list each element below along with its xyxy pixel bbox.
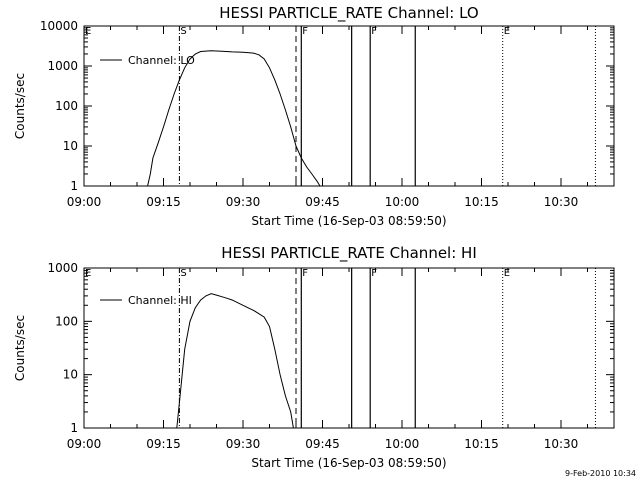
series-line	[176, 293, 294, 429]
y-axis-label: Counts/sec	[13, 315, 27, 381]
x-tick-label: 09:45	[305, 195, 340, 209]
x-tick-label: 09:00	[67, 437, 102, 451]
event-marker-label: F	[371, 26, 377, 37]
y-tick-label: 10000	[40, 19, 78, 33]
event-marker-label: F	[302, 26, 308, 37]
x-tick-label: 10:00	[385, 195, 420, 209]
event-marker-label: F	[302, 268, 308, 279]
corner-marker-label: E	[85, 26, 91, 37]
panel-hi: HESSI PARTICLE_RATE Channel: HI 09:00 09:1…	[13, 244, 615, 470]
y-tick-label: 1	[70, 421, 78, 435]
chart-title: HESSI PARTICLE_RATE Channel: LO	[219, 4, 478, 23]
y-tick-label: 1000	[47, 59, 78, 73]
x-tick-label: 09:15	[146, 195, 181, 209]
x-tick-label: 10:30	[544, 437, 579, 451]
y-axis-label: Counts/sec	[13, 73, 27, 139]
x-tick-label: 10:15	[464, 437, 499, 451]
y-tick-label: 100	[55, 99, 78, 113]
y-tick-label: 10	[63, 139, 78, 153]
y-tick-label: 1	[70, 179, 78, 193]
event-marker-label: E	[504, 26, 510, 37]
event-marker-label: S	[180, 268, 186, 279]
plot-frame	[83, 25, 615, 187]
y-tick-label: 100	[55, 314, 78, 328]
x-tick-label: 09:30	[226, 195, 261, 209]
event-marker-label: S	[180, 26, 186, 37]
x-tick-label: 10:15	[464, 195, 499, 209]
x-tick-label: 09:45	[305, 437, 340, 451]
x-tick-label: 09:00	[67, 195, 102, 209]
y-tick-label: 10	[63, 368, 78, 382]
event-marker-label: E	[504, 268, 510, 279]
legend-label: Channel: HI	[128, 294, 192, 307]
x-tick-label: 10:30	[544, 195, 579, 209]
corner-marker-label: E	[85, 268, 91, 279]
x-tick-label: 09:30	[226, 437, 261, 451]
chart-title: HESSI PARTICLE_RATE Channel: HI	[221, 244, 477, 263]
legend-label: Channel: LO	[128, 54, 195, 67]
event-marker-label: F	[371, 268, 377, 279]
y-tick-label: 1000	[47, 261, 78, 275]
x-axis-label: Start Time (16-Sep-03 08:59:50)	[251, 456, 446, 470]
date-stamp: 9-Feb-2010 10:34	[565, 469, 636, 478]
x-tick-label: 09:15	[146, 437, 181, 451]
x-tick-label: 10:00	[385, 437, 420, 451]
x-axis-label: Start Time (16-Sep-03 08:59:50)	[251, 214, 446, 228]
plot-frame	[83, 267, 615, 429]
series-line	[147, 50, 321, 187]
panel-lo: HESSI PARTICLE_RATE Channel: LO 09:00 09:1…	[13, 4, 615, 228]
